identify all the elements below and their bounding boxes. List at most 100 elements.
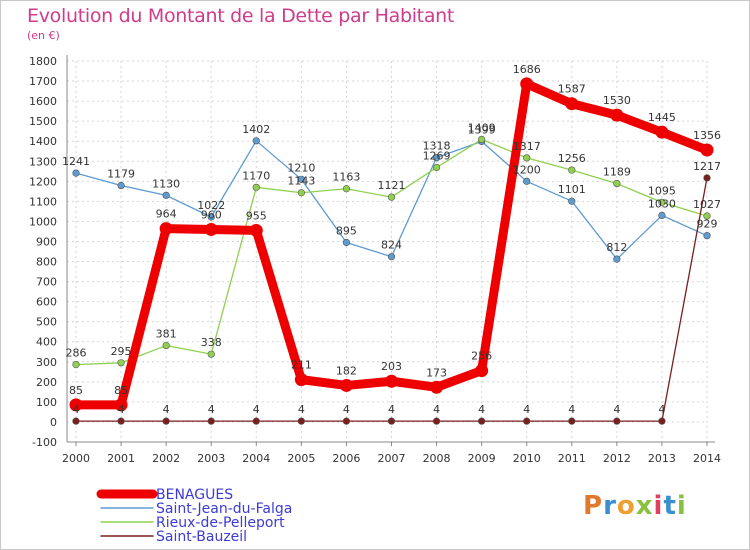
logo-letter: i xyxy=(653,491,664,521)
data-point xyxy=(703,174,711,182)
data-label-layer: 85 85 964 960 955 211 182 203 173 256 1686 1587 1530… xyxy=(62,63,721,416)
data-point xyxy=(297,417,305,425)
data-label: 4 xyxy=(388,403,395,416)
data-point xyxy=(207,350,215,358)
grid-layer xyxy=(67,60,708,443)
data-label: 295 xyxy=(111,345,132,358)
data-point xyxy=(568,417,576,425)
data-label: 1587 xyxy=(558,83,586,96)
data-point xyxy=(613,179,621,188)
data-point xyxy=(72,169,80,177)
data-label: 1402 xyxy=(242,123,270,136)
data-point xyxy=(478,135,486,144)
data-point xyxy=(387,193,396,201)
data-point xyxy=(117,417,125,425)
data-point xyxy=(523,154,531,162)
data-label: 1095 xyxy=(648,184,676,197)
data-label: 1101 xyxy=(558,183,586,196)
data-label: 1409 xyxy=(468,121,496,134)
data-point xyxy=(610,108,624,122)
data-point xyxy=(162,341,170,350)
legend-label: Saint-Bauzeil xyxy=(156,529,247,545)
data-label: 4 xyxy=(208,403,215,416)
data-label: 1022 xyxy=(197,199,225,212)
data-label: 381 xyxy=(156,328,177,341)
data-point xyxy=(72,417,80,425)
y-tick-label: 100 xyxy=(36,396,57,409)
data-point xyxy=(294,373,308,387)
data-point xyxy=(297,189,305,197)
data-point xyxy=(523,417,531,425)
data-label: 286 xyxy=(66,347,87,360)
data-point xyxy=(162,191,170,199)
data-point xyxy=(568,197,576,205)
y-tick-label: 200 xyxy=(36,376,57,389)
data-label: 1027 xyxy=(693,198,721,211)
x-tick-label: 2011 xyxy=(558,452,586,465)
data-point xyxy=(703,212,711,220)
data-point xyxy=(703,232,711,240)
data-point xyxy=(385,374,398,388)
data-label: 85 xyxy=(69,384,83,397)
logo-letter: i xyxy=(676,491,687,521)
data-label: 1318 xyxy=(423,140,451,153)
data-label: 1269 xyxy=(423,149,451,162)
data-label: 955 xyxy=(246,209,267,222)
data-label: 929 xyxy=(697,218,718,231)
data-label: 1445 xyxy=(648,111,676,124)
data-point xyxy=(339,378,353,392)
data-point xyxy=(342,185,351,193)
legend-label: Saint-Jean-du-Falga xyxy=(156,501,292,517)
y-tick-label: 600 xyxy=(36,296,57,309)
logo-letter: P xyxy=(583,491,604,521)
chart-unit: (en €) xyxy=(27,29,60,42)
y-tick-label: 1500 xyxy=(29,115,57,128)
y-tick-label: 1000 xyxy=(29,215,57,228)
data-label: 1256 xyxy=(558,152,586,165)
data-point xyxy=(432,154,441,162)
x-tick-label: 2013 xyxy=(648,452,676,465)
data-label: 4 xyxy=(433,403,440,416)
data-label: 1189 xyxy=(603,166,631,179)
data-label: 1217 xyxy=(693,160,721,173)
y-tick-label: -100 xyxy=(32,436,57,449)
data-label: 824 xyxy=(381,239,402,252)
data-point xyxy=(613,255,621,263)
x-tick-label: 2001 xyxy=(107,452,135,465)
y-tick-label: 300 xyxy=(36,356,57,369)
data-point xyxy=(478,417,486,425)
data-label: 1200 xyxy=(513,163,541,176)
data-label: 173 xyxy=(426,366,447,379)
data-label: 338 xyxy=(201,336,222,349)
data-point xyxy=(700,143,714,157)
x-tick-label: 2010 xyxy=(513,452,541,465)
y-tick-label: 700 xyxy=(36,276,57,289)
data-label: 1170 xyxy=(242,169,270,182)
data-label: 1130 xyxy=(152,177,180,190)
data-point xyxy=(207,213,215,221)
x-tick-label: 2012 xyxy=(603,452,631,465)
data-label: 1241 xyxy=(62,155,90,168)
legend-label: Rieux-de-Pelleport xyxy=(156,515,285,531)
data-label: 1121 xyxy=(378,179,406,192)
logo-letter: r xyxy=(603,491,617,521)
x-tick-label: 2000 xyxy=(62,452,90,465)
logo-letter: x xyxy=(635,491,654,521)
logo-letter: t xyxy=(663,491,677,521)
data-point xyxy=(72,360,80,369)
y-tick-label: 1600 xyxy=(29,95,57,108)
data-point xyxy=(432,417,441,425)
data-point xyxy=(297,175,305,183)
axis-layer: -100 0 100 200 300 400 500 600 700 800 900 1000 1100… xyxy=(29,55,721,465)
x-tick-label: 2004 xyxy=(242,452,270,465)
data-point xyxy=(252,137,260,145)
data-label: 812 xyxy=(606,241,627,254)
data-point xyxy=(342,238,351,247)
y-tick-label: 1400 xyxy=(29,135,57,148)
data-point xyxy=(387,253,396,261)
data-point xyxy=(658,211,666,220)
y-tick-label: 1300 xyxy=(29,155,57,168)
data-point xyxy=(520,77,534,91)
data-label: 960 xyxy=(201,208,222,221)
